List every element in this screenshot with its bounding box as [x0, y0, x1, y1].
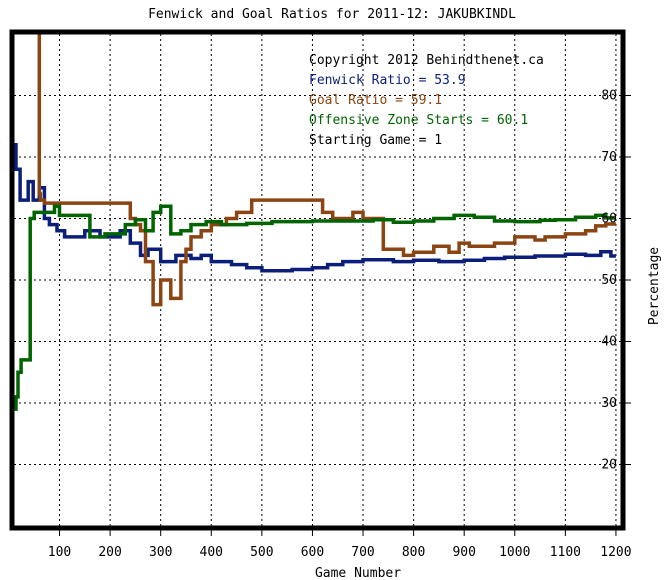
x-axis-label: Game Number — [315, 566, 401, 580]
plot-background — [10, 30, 625, 530]
series-line-offensive-zone-starts — [14, 204, 616, 411]
y-tick-label: 50 — [601, 273, 617, 288]
y-tick-label: 20 — [601, 458, 617, 473]
x-tick-label: 800 — [402, 545, 425, 560]
annotation-line: Starting Game = 1 — [309, 133, 442, 148]
x-tick-label: 1000 — [499, 545, 530, 560]
legend-annotations: Copyright 2012 Behindthenet.ca Fenwick Ra… — [309, 53, 544, 148]
x-tick-label: 1100 — [550, 545, 581, 560]
x-axis-ticks: 100 200 300 400 500 600 700 800 900 1000 1100 1200 — [48, 530, 632, 560]
x-tick-label: 600 — [301, 545, 324, 560]
y-tick-label: 70 — [601, 150, 617, 165]
x-tick-label: 300 — [149, 545, 172, 560]
data-series — [14, 34, 616, 411]
y-axis-ticks: 20 30 40 50 60 70 80 — [601, 89, 631, 473]
y-tick-label: 80 — [601, 89, 617, 104]
x-tick-label: 500 — [250, 545, 273, 560]
annotation-line: Offensive Zone Starts = 60.1 — [309, 113, 528, 128]
y-tick-label: 40 — [601, 335, 617, 350]
x-tick-label: 100 — [48, 545, 71, 560]
series-line-goal-ratio — [37, 34, 616, 307]
x-tick-label: 1200 — [600, 545, 631, 560]
annotation-line: Goal Ratio = 59.1 — [309, 93, 442, 108]
plot-frame — [9, 29, 626, 531]
chart-title: Fenwick and Goal Ratios for 2011-12: JAK… — [148, 7, 516, 22]
x-tick-label: 900 — [452, 545, 475, 560]
y-axis-label: Percentage — [647, 247, 662, 325]
y-tick-label: 30 — [601, 396, 617, 411]
annotation-line: Fenwick Ratio = 53.9 — [309, 73, 466, 88]
series-line-fenwick-ratio — [14, 142, 616, 273]
x-tick-label: 200 — [98, 545, 121, 560]
annotation-line: Copyright 2012 Behindthenet.ca — [309, 53, 544, 68]
x-tick-label: 700 — [351, 545, 374, 560]
y-tick-label: 60 — [601, 212, 617, 227]
x-tick-label: 400 — [200, 545, 223, 560]
